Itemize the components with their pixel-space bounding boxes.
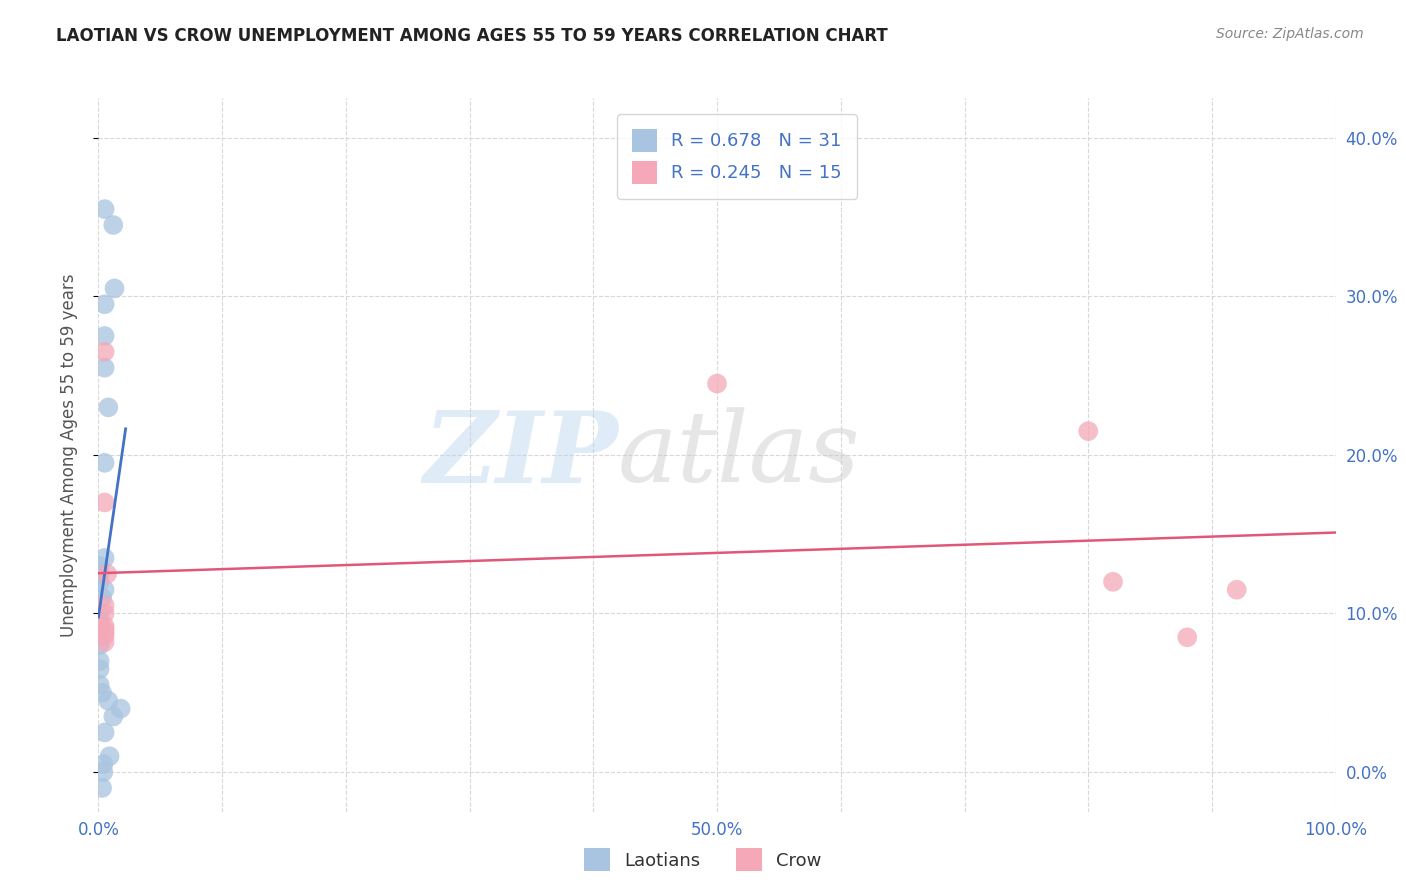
Y-axis label: Unemployment Among Ages 55 to 59 years: Unemployment Among Ages 55 to 59 years: [59, 273, 77, 637]
Point: [1226, 582, 1249, 597]
Point: [89, 678, 111, 692]
Point: [93, 623, 115, 637]
Text: atlas: atlas: [619, 408, 860, 502]
Point: [97, 401, 120, 415]
Point: [89, 662, 111, 676]
Point: [93, 725, 115, 739]
Legend: Laotians, Crow: Laotians, Crow: [578, 841, 828, 879]
Point: [93, 757, 115, 772]
Point: [93, 599, 115, 613]
Point: [93, 635, 115, 649]
Point: [89, 654, 111, 668]
Point: [93, 551, 115, 566]
Point: [93, 329, 115, 343]
Point: [93, 344, 115, 359]
Point: [96, 566, 118, 581]
Point: [89, 607, 111, 621]
Point: [103, 218, 125, 232]
Point: [706, 376, 728, 391]
Point: [97, 694, 120, 708]
Point: [89, 558, 111, 573]
Point: [89, 623, 111, 637]
Point: [103, 709, 125, 723]
Point: [1077, 424, 1099, 438]
Point: [93, 297, 115, 311]
Text: LAOTIAN VS CROW UNEMPLOYMENT AMONG AGES 55 TO 59 YEARS CORRELATION CHART: LAOTIAN VS CROW UNEMPLOYMENT AMONG AGES …: [56, 27, 889, 45]
Point: [91, 780, 114, 795]
Point: [103, 281, 125, 295]
Point: [93, 625, 115, 640]
Point: [93, 456, 115, 470]
Point: [93, 607, 115, 621]
Point: [93, 202, 115, 216]
Text: Source: ZipAtlas.com: Source: ZipAtlas.com: [1216, 27, 1364, 41]
Point: [93, 582, 115, 597]
Legend: R = 0.678   N = 31, R = 0.245   N = 15: R = 0.678 N = 31, R = 0.245 N = 15: [617, 114, 856, 199]
Point: [89, 615, 111, 629]
Point: [93, 629, 115, 643]
Point: [98, 749, 121, 764]
Text: ZIP: ZIP: [423, 407, 619, 503]
Point: [91, 686, 114, 700]
Point: [89, 574, 111, 589]
Point: [1175, 630, 1198, 644]
Point: [93, 619, 115, 633]
Point: [89, 638, 111, 652]
Point: [110, 701, 132, 715]
Point: [89, 630, 111, 644]
Point: [91, 591, 114, 605]
Point: [1102, 574, 1125, 589]
Point: [89, 566, 111, 581]
Point: [93, 495, 115, 509]
Point: [93, 360, 115, 375]
Point: [93, 765, 115, 780]
